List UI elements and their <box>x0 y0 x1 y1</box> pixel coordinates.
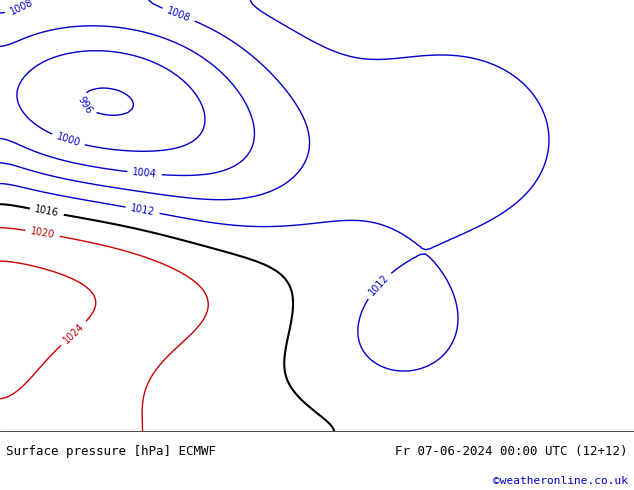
Text: 1024: 1024 <box>61 321 86 345</box>
Text: 1016: 1016 <box>34 204 60 219</box>
Text: 1012: 1012 <box>129 203 155 218</box>
Text: Surface pressure [hPa] ECMWF: Surface pressure [hPa] ECMWF <box>6 445 216 458</box>
Text: 996: 996 <box>75 95 94 116</box>
Text: 1004: 1004 <box>132 167 157 179</box>
Text: 1012: 1012 <box>366 272 391 298</box>
Text: Fr 07-06-2024 00:00 UTC (12+12): Fr 07-06-2024 00:00 UTC (12+12) <box>395 445 628 458</box>
Text: ©weatheronline.co.uk: ©weatheronline.co.uk <box>493 476 628 486</box>
Text: 1008: 1008 <box>8 0 34 17</box>
Text: 1020: 1020 <box>30 226 56 240</box>
Text: 1000: 1000 <box>55 132 81 149</box>
Text: 1008: 1008 <box>165 5 192 24</box>
